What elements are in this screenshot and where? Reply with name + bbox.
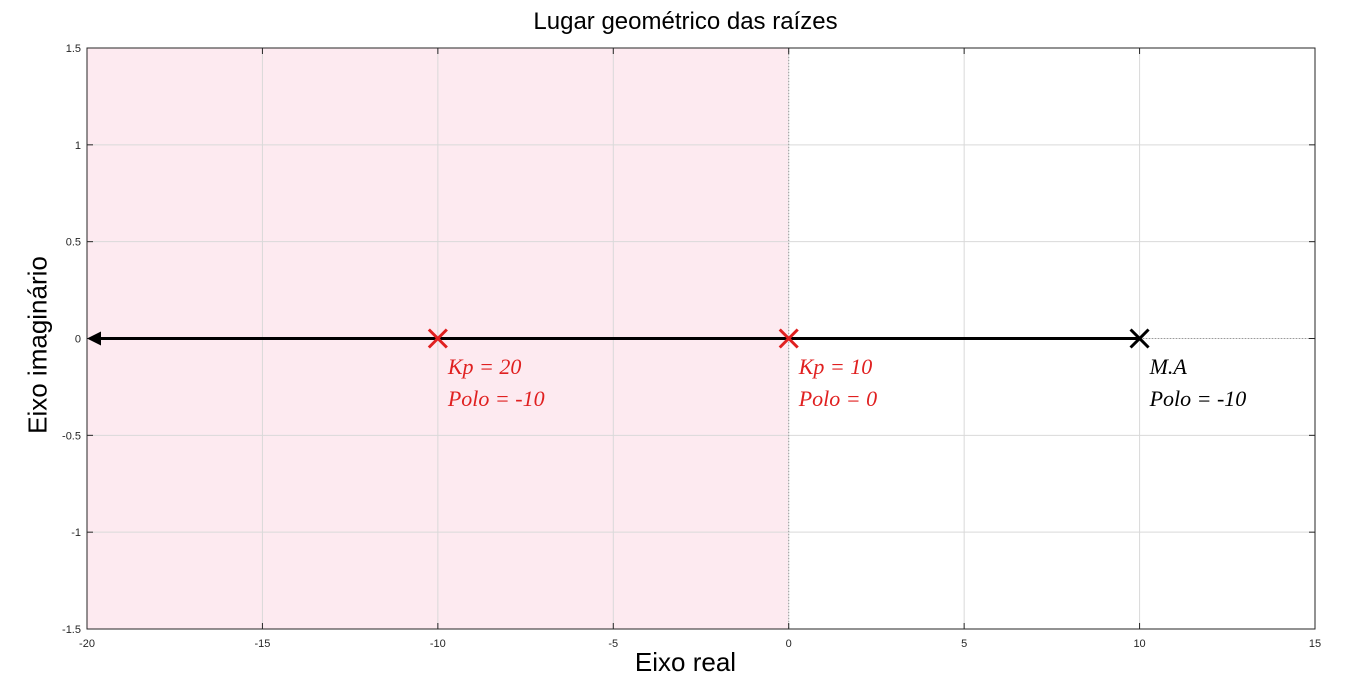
x-tick-label: 5 [961, 638, 967, 650]
x-tick-label: 0 [786, 638, 792, 650]
x-tick-label: -5 [608, 638, 618, 650]
chart-title: Lugar geométrico das raízes [533, 8, 838, 35]
pole-marker [427, 328, 448, 349]
y-axis-label: Eixo imaginário [22, 256, 53, 434]
pole-annotation: M.A Polo = -10 [1150, 351, 1247, 415]
pole-marker [778, 328, 799, 349]
y-tick-label: 1.5 [66, 43, 81, 55]
y-tick-label: 0.5 [66, 237, 81, 249]
pole-annotation-line2: Polo = -10 [447, 385, 545, 411]
y-tick-label: 0 [75, 334, 81, 346]
pole-annotation-line2: Polo = 0 [798, 385, 878, 411]
pole-annotation-line1: M.A [1149, 353, 1187, 379]
y-tick-label: -1 [71, 527, 81, 539]
pole-annotation-line1: Kp = 10 [798, 353, 873, 379]
x-tick-label: -20 [79, 638, 95, 650]
pole-annotation: Kp = 10 Polo = 0 [799, 351, 877, 415]
locus-direction-arrow [87, 331, 101, 346]
y-tick-label: 1 [75, 140, 81, 152]
y-tick-label: -0.5 [62, 430, 81, 442]
pole-marker [1129, 328, 1150, 349]
x-tick-label: 15 [1309, 638, 1321, 650]
x-tick-label: -15 [254, 638, 270, 650]
pole-annotation-line1: Kp = 20 [447, 353, 522, 379]
pole-annotation-line2: Polo = -10 [1149, 385, 1247, 411]
pole-annotation: Kp = 20 Polo = -10 [448, 351, 545, 415]
x-tick-label: 10 [1133, 638, 1145, 650]
x-axis-label: Eixo real [634, 647, 737, 677]
y-tick-label: -1.5 [62, 624, 81, 636]
x-tick-label: -10 [430, 638, 446, 650]
